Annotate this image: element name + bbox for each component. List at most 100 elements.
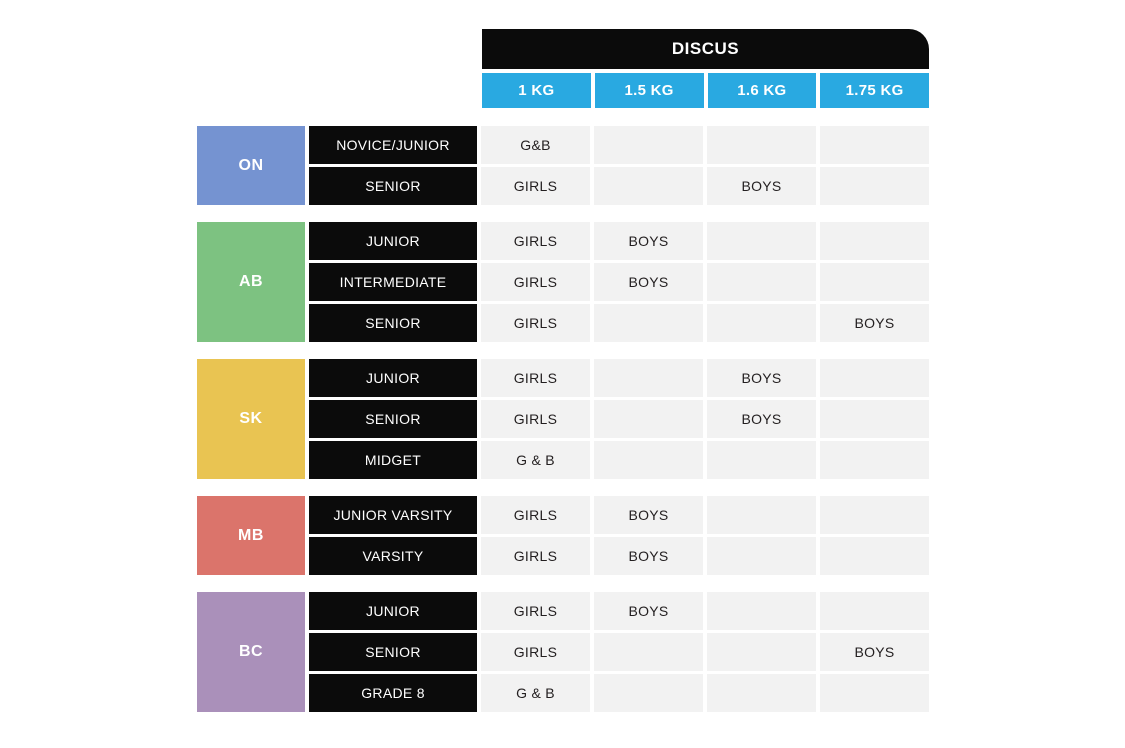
data-cell: [707, 222, 816, 260]
category-cell: JUNIOR: [309, 359, 477, 397]
data-cell: BOYS: [820, 304, 929, 342]
province-label-mb: MB: [197, 496, 305, 575]
province-label-ab: AB: [197, 222, 305, 342]
province-block-bc: BC JUNIOR GIRLS BOYS SENIOR GIRLS BOYS G…: [197, 592, 929, 712]
table-row: JUNIOR GIRLS BOYS: [309, 592, 929, 630]
discus-weight-table: DISCUS 1 KG 1.5 KG 1.6 KG 1.75 KG ON NOV…: [197, 29, 929, 712]
province-rows-bc: JUNIOR GIRLS BOYS SENIOR GIRLS BOYS GRAD…: [309, 592, 929, 712]
data-cell: [707, 441, 816, 479]
category-cell: NOVICE/JUNIOR: [309, 126, 477, 164]
data-cell: GIRLS: [481, 359, 590, 397]
data-cell: [820, 400, 929, 438]
data-cell: [594, 126, 703, 164]
table-title: DISCUS: [671, 39, 740, 58]
province-label-sk: SK: [197, 359, 305, 479]
table-row: SENIOR GIRLS BOYS: [309, 400, 929, 438]
data-cell: [820, 222, 929, 260]
weight-header-1kg: 1 KG: [482, 73, 591, 108]
table-row: SENIOR GIRLS BOYS: [309, 167, 929, 205]
data-cell: [820, 126, 929, 164]
table-row: SENIOR GIRLS BOYS: [309, 633, 929, 671]
data-cell: [820, 674, 929, 712]
data-cell: [707, 592, 816, 630]
data-cell: GIRLS: [481, 167, 590, 205]
province-rows-mb: JUNIOR VARSITY GIRLS BOYS VARSITY GIRLS …: [309, 496, 929, 575]
data-cell: [707, 496, 816, 534]
category-cell: VARSITY: [309, 537, 477, 575]
data-cell: [707, 674, 816, 712]
table-row: INTERMEDIATE GIRLS BOYS: [309, 263, 929, 301]
table-row: NOVICE/JUNIOR G&B: [309, 126, 929, 164]
data-cell: BOYS: [594, 592, 703, 630]
category-cell: SENIOR: [309, 400, 477, 438]
data-cell: GIRLS: [481, 263, 590, 301]
province-block-mb: MB JUNIOR VARSITY GIRLS BOYS VARSITY GIR…: [197, 496, 929, 575]
table-row: MIDGET G & B: [309, 441, 929, 479]
data-cell: GIRLS: [481, 633, 590, 671]
data-cell: BOYS: [820, 633, 929, 671]
province-block-on: ON NOVICE/JUNIOR G&B SENIOR GIRLS BOYS: [197, 126, 929, 205]
data-cell: G&B: [481, 126, 590, 164]
data-cell: [594, 167, 703, 205]
province-label-bc: BC: [197, 592, 305, 712]
data-cell: [707, 126, 816, 164]
data-cell: GIRLS: [481, 400, 590, 438]
data-cell: [820, 592, 929, 630]
table-row: VARSITY GIRLS BOYS: [309, 537, 929, 575]
data-cell: [820, 496, 929, 534]
data-cell: [594, 400, 703, 438]
data-cell: GIRLS: [481, 537, 590, 575]
data-cell: [594, 674, 703, 712]
province-block-ab: AB JUNIOR GIRLS BOYS INTERMEDIATE GIRLS …: [197, 222, 929, 342]
weight-header-1-6kg: 1.6 KG: [707, 73, 817, 108]
province-label-on: ON: [197, 126, 305, 205]
category-cell: SENIOR: [309, 167, 477, 205]
province-rows-ab: JUNIOR GIRLS BOYS INTERMEDIATE GIRLS BOY…: [309, 222, 929, 342]
table-row: GRADE 8 G & B: [309, 674, 929, 712]
data-cell: BOYS: [707, 400, 816, 438]
table-title-bar: DISCUS: [482, 29, 929, 69]
category-cell: SENIOR: [309, 633, 477, 671]
category-cell: GRADE 8: [309, 674, 477, 712]
weight-header-1-5kg: 1.5 KG: [594, 73, 704, 108]
table-row: SENIOR GIRLS BOYS: [309, 304, 929, 342]
province-rows-on: NOVICE/JUNIOR G&B SENIOR GIRLS BOYS: [309, 126, 929, 205]
data-cell: BOYS: [594, 496, 703, 534]
category-cell: JUNIOR VARSITY: [309, 496, 477, 534]
data-cell: BOYS: [594, 537, 703, 575]
data-cell: GIRLS: [481, 592, 590, 630]
data-cell: [820, 167, 929, 205]
data-cell: BOYS: [594, 222, 703, 260]
data-cell: [820, 441, 929, 479]
data-cell: [594, 633, 703, 671]
data-cell: [820, 359, 929, 397]
category-cell: SENIOR: [309, 304, 477, 342]
province-block-sk: SK JUNIOR GIRLS BOYS SENIOR GIRLS BOYS M…: [197, 359, 929, 479]
data-cell: [594, 359, 703, 397]
data-cell: G & B: [481, 441, 590, 479]
data-cell: [707, 537, 816, 575]
table-row: JUNIOR GIRLS BOYS: [309, 222, 929, 260]
data-cell: BOYS: [707, 359, 816, 397]
data-cell: [594, 441, 703, 479]
category-cell: INTERMEDIATE: [309, 263, 477, 301]
data-cell: [707, 633, 816, 671]
data-cell: BOYS: [707, 167, 816, 205]
data-cell: BOYS: [594, 263, 703, 301]
data-cell: [707, 263, 816, 301]
data-cell: GIRLS: [481, 496, 590, 534]
category-cell: JUNIOR: [309, 222, 477, 260]
data-cell: [820, 537, 929, 575]
table-row: JUNIOR GIRLS BOYS: [309, 359, 929, 397]
weight-header-row: 1 KG 1.5 KG 1.6 KG 1.75 KG: [482, 73, 929, 108]
data-cell: [820, 263, 929, 301]
category-cell: MIDGET: [309, 441, 477, 479]
data-cell: [707, 304, 816, 342]
data-cell: GIRLS: [481, 222, 590, 260]
weight-header-1-75kg: 1.75 KG: [820, 73, 929, 108]
table-row: JUNIOR VARSITY GIRLS BOYS: [309, 496, 929, 534]
data-cell: GIRLS: [481, 304, 590, 342]
category-cell: JUNIOR: [309, 592, 477, 630]
data-cell: [594, 304, 703, 342]
province-rows-sk: JUNIOR GIRLS BOYS SENIOR GIRLS BOYS MIDG…: [309, 359, 929, 479]
